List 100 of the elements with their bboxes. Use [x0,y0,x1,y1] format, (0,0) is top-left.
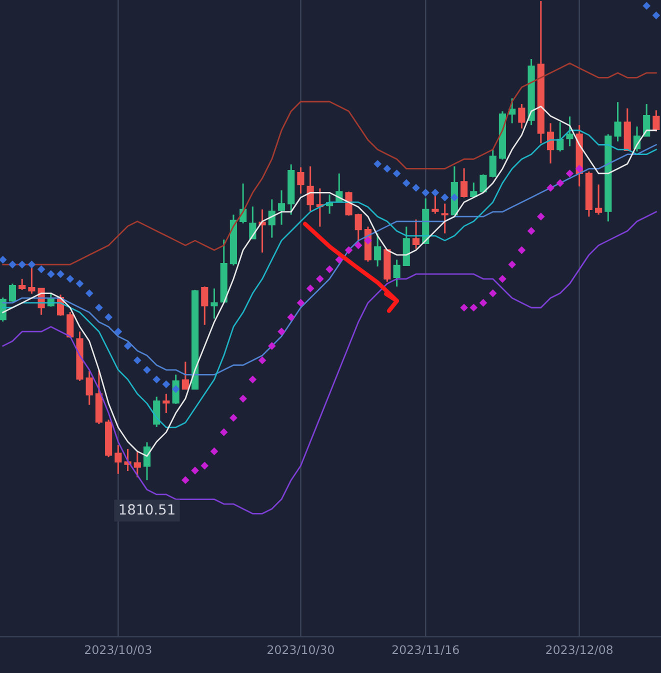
candlestick [201,286,208,326]
candlestick [556,121,564,152]
candlestick [182,361,189,390]
point [488,289,497,298]
x-tick-label: 2023/11/16 [392,645,459,656]
point [191,466,199,474]
point [46,270,55,278]
candlestick [518,103,526,130]
point [114,328,122,336]
candlestick [412,218,420,250]
candlestick [480,174,487,194]
candlestick [614,101,622,142]
point [268,342,276,350]
point [402,179,410,187]
point [104,313,112,322]
point [56,270,64,278]
candlestick [306,166,314,212]
point [85,289,94,298]
candlestick [460,167,468,198]
point [344,246,353,254]
candlestick [374,232,382,268]
point [258,356,266,364]
candlestick [114,444,122,475]
point [642,2,651,10]
point [575,164,584,173]
candlestick [278,189,286,226]
point [210,447,218,456]
point [450,194,458,202]
candlestick [162,393,170,414]
point [354,241,362,250]
point [498,274,506,283]
candlestick [18,278,26,291]
point [278,328,286,336]
candlestick [566,116,574,147]
point [18,260,26,268]
annotation: 1810.51 [120,504,174,515]
point [133,356,142,364]
point [66,274,74,283]
point [392,170,401,178]
point [287,313,296,322]
point [28,260,36,268]
point [239,394,247,403]
point [143,366,151,374]
candlestick [143,441,151,481]
x-tick-label: 2023/10/30 [268,645,334,656]
candlestick [489,148,496,178]
point [566,170,574,178]
candlestick [393,258,400,288]
point [383,164,392,173]
point [479,298,488,307]
point [230,414,238,422]
point [460,304,468,312]
point [374,160,382,168]
point [470,304,478,312]
point [364,236,372,244]
point [296,298,305,307]
point [652,11,660,20]
point [440,194,449,202]
x-tick-label: 2023/12/08 [546,645,613,656]
point [172,385,180,393]
point [76,280,84,288]
point [248,376,257,384]
candlestick [153,396,160,428]
point [422,188,430,197]
candlestick [470,182,478,198]
point [335,256,344,264]
point [95,304,103,312]
candlestick [595,184,602,216]
point [518,246,526,254]
candlestick [297,166,304,194]
point [37,265,46,274]
point [316,274,324,283]
point [152,376,161,384]
candlestick [643,103,650,137]
x-tick-label: 2023/10/03 [85,645,152,656]
point [412,184,420,192]
point [124,342,132,350]
candlestick [345,190,352,216]
point [220,428,228,436]
point [326,265,334,274]
point [536,212,545,221]
point [431,188,440,197]
candlestick [8,282,16,303]
point [508,260,516,268]
point [546,184,554,192]
candlestick [652,109,660,132]
point [527,227,536,235]
point [306,284,314,292]
point [0,256,7,264]
candlestick [546,122,554,164]
point [8,260,16,268]
point [556,179,564,187]
candlestick [134,451,141,478]
candlestick [441,202,448,234]
point [200,462,209,470]
candlestick [268,198,276,238]
point [162,380,170,388]
candlestick [86,370,93,406]
candlestick [66,311,74,339]
candlestick [210,288,218,320]
